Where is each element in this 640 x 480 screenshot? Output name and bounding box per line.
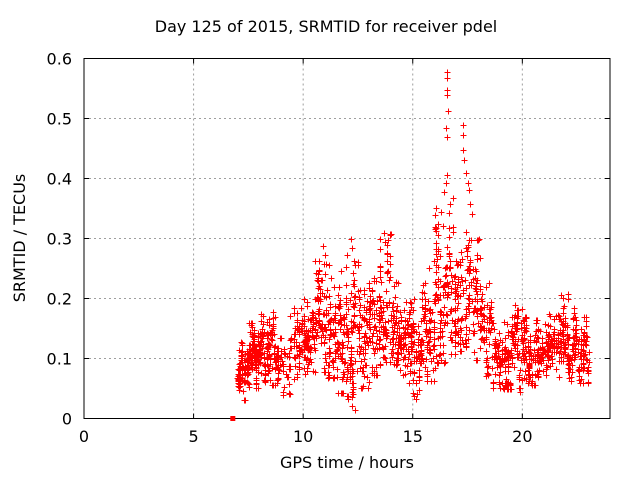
x-tick-labels: 0 5 10 15 20 [79,427,533,446]
y-tick-label: 0.4 [47,170,72,189]
x-tick-label: 10 [293,427,313,446]
y-tick-label: 0.6 [47,50,72,69]
y-tick-labels: 0 0.1 0.2 0.3 0.4 0.5 0.6 [47,50,72,429]
y-tick-label: 0.2 [47,290,72,309]
y-tick-label: 0.5 [47,110,72,129]
y-tick-label: 0.3 [47,230,72,249]
grid-lines [84,58,610,419]
chart-title: Day 125 of 2015, SRMTID for receiver pde… [155,17,498,36]
scatter-points [234,69,593,414]
x-tick-label: 15 [403,427,423,446]
x-tick-label: 5 [188,427,198,446]
x-tick-label: 20 [512,427,532,446]
plot-border [83,58,611,419]
zero-cluster-marker [230,416,236,421]
y-tick-label: 0.1 [47,350,72,369]
scatter-series [230,69,593,421]
x-tick-label: 0 [79,427,89,446]
y-tick-label: 0 [62,410,72,429]
grid-path [84,58,610,419]
y-axis-label: SRMTID / TECUs [10,174,29,303]
x-axis-label: GPS time / hours [280,453,414,472]
